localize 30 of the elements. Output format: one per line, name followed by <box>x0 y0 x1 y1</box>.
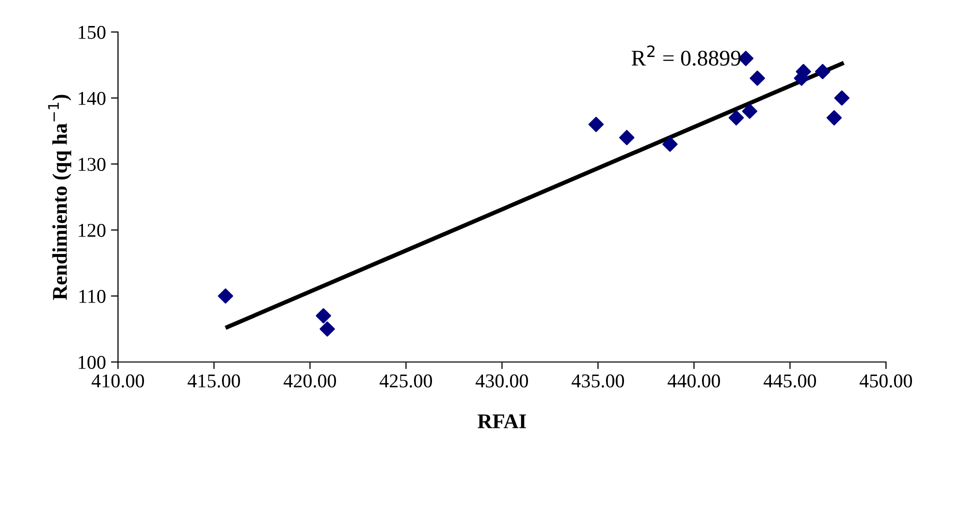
x-tick-label: 445.00 <box>764 374 816 388</box>
point <box>320 321 335 337</box>
point <box>750 70 765 86</box>
x-tick-label: 435.00 <box>572 374 624 388</box>
point <box>834 90 850 106</box>
annotation: R$^{2}$ = 0.8899 <box>632 45 740 66</box>
y-tick-label: 120 <box>78 224 106 237</box>
point <box>742 104 758 119</box>
x-tick-label: 415.00 <box>188 374 240 388</box>
point <box>588 116 604 132</box>
point <box>826 110 842 126</box>
x-tick-label: 430.00 <box>476 374 528 388</box>
x-tick-label: 450.00 <box>860 374 912 388</box>
point <box>815 64 830 80</box>
y-tick-label: 150 <box>78 26 106 39</box>
x-tick-label: 410.00 <box>92 374 144 388</box>
y-tick-label: 130 <box>78 158 106 171</box>
point <box>662 136 678 152</box>
y-tick-label: 110 <box>79 290 106 303</box>
x-tick-label: 420.00 <box>284 374 336 388</box>
y-tick-label: 100 <box>78 356 106 369</box>
y-axis-title: Rendimiento (qq ha$^{−1}$) <box>48 94 72 300</box>
x-axis-title: RFAI <box>478 414 526 428</box>
point <box>619 130 634 146</box>
x-tick-label: 425.00 <box>380 374 432 388</box>
y-tick-label: 140 <box>78 92 106 105</box>
point <box>728 110 744 126</box>
x-tick-label: 440.00 <box>668 374 720 388</box>
point <box>316 308 332 324</box>
point <box>218 288 234 304</box>
